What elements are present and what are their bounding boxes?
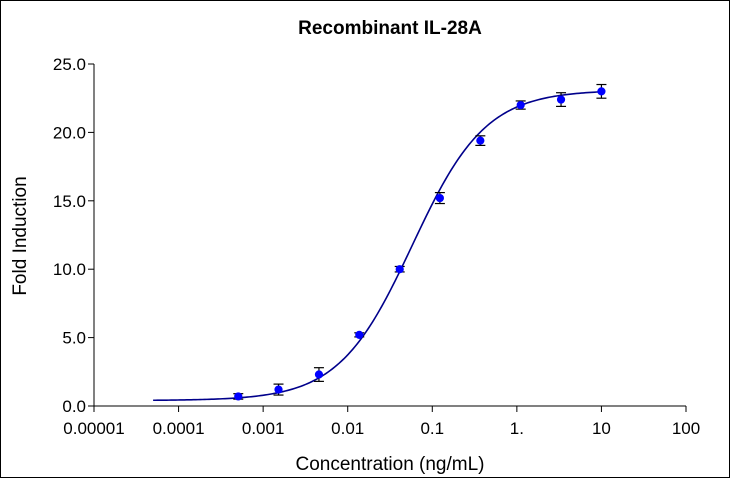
data-points [234, 87, 606, 401]
data-point [355, 330, 364, 339]
error-bars [233, 83, 607, 400]
data-point [597, 87, 606, 96]
x-tick-label: 0.1 [420, 419, 444, 438]
data-point [516, 100, 525, 110]
x-tick-label: 100 [672, 419, 700, 438]
chart-title: Recombinant IL-28A [298, 18, 482, 39]
y-tick-label: 25.0 [53, 55, 86, 74]
data-point [314, 370, 324, 379]
y-tick-label: 15.0 [53, 192, 86, 211]
y-axis-ticks: 0.0 5.0 10.0 15.0 20.0 25.0 [53, 55, 94, 416]
fit-curve [153, 90, 602, 402]
axes [93, 64, 686, 407]
data-point [556, 95, 566, 104]
x-tick-label: 1. [510, 419, 524, 438]
x-axis-label: Concentration (ng/mL) [295, 454, 484, 475]
x-tick-label: 0.00001 [63, 419, 124, 438]
data-point [435, 193, 444, 203]
x-tick-label: 0.001 [242, 419, 285, 438]
x-axis-ticks: 0.00001 0.0001 0.001 0.01 0.1 1. 10 100 [63, 406, 700, 438]
x-tick-label: 0.01 [331, 419, 364, 438]
y-tick-label: 0.0 [62, 397, 86, 416]
data-point [476, 136, 485, 145]
data-point [234, 392, 243, 401]
y-axis-label: Fold Induction [10, 176, 31, 295]
y-tick-label: 5.0 [62, 329, 86, 348]
y-tick-label: 20.0 [53, 123, 86, 142]
data-point [274, 385, 283, 394]
x-tick-label: 10 [592, 419, 611, 438]
x-tick-label: 0.0001 [153, 419, 205, 438]
data-point [395, 265, 404, 274]
y-tick-label: 10.0 [53, 260, 86, 279]
